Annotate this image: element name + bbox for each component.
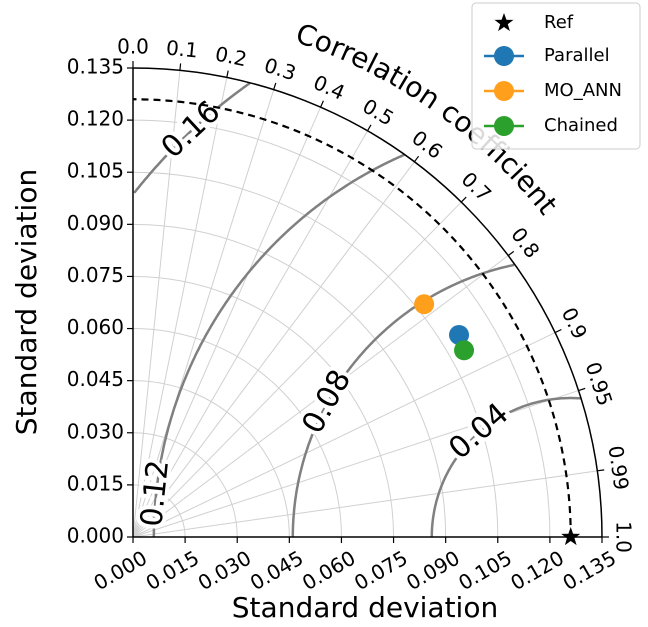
legend-marker (494, 46, 514, 66)
corr-tick-label: 0.95 (581, 359, 618, 409)
point (414, 294, 435, 315)
outer-arc (132, 67, 603, 538)
x-tick-label: 0.000 (90, 546, 152, 595)
y-tick-label: 0.105 (67, 159, 124, 183)
x-tick-label: 0.120 (506, 546, 568, 595)
x-axis-label: Standard deviation (232, 591, 498, 624)
grid-line (132, 106, 322, 538)
corr-tick (578, 387, 586, 392)
corr-tick (320, 100, 324, 108)
corr-tick-label: 0.5 (358, 94, 398, 131)
corr-tick (554, 328, 562, 334)
corr-tick (179, 63, 182, 71)
ref-point (561, 527, 581, 546)
y-tick-label: 0.090 (67, 211, 124, 235)
rms-contour (152, 153, 405, 537)
y-tick-label: 0.015 (67, 471, 124, 495)
corr-tick-label: 0.99 (604, 444, 634, 491)
corr-tick (366, 124, 372, 132)
y-tick-label: 0.120 (67, 107, 124, 131)
y-axis-label: Standard deviation (10, 169, 43, 435)
x-tick-label: 0.060 (298, 546, 360, 595)
rms-label: 0.16 (155, 94, 228, 165)
grid-line (132, 255, 509, 538)
grid-arc (132, 380, 290, 538)
x-tick-label: 0.135 (559, 546, 621, 595)
corr-tick (413, 155, 420, 163)
grid-arc (132, 275, 395, 538)
corr-tick (597, 469, 605, 472)
legend-box (471, 2, 641, 150)
y-tick-label: 0.045 (67, 367, 124, 391)
x-tick-label: 0.090 (402, 546, 464, 595)
grid-line (132, 470, 598, 538)
rms-contour (133, 82, 251, 194)
x-tick-label: 0.105 (454, 546, 516, 595)
corr-tick-label: 0.0 (117, 35, 149, 59)
grid-line (132, 201, 462, 538)
rms-label: 0.12 (134, 458, 176, 528)
x-tick-label: 0.015 (142, 546, 204, 595)
corr-tick-label: 0.6 (407, 125, 447, 163)
y-tick-label: 0.030 (67, 419, 124, 443)
corr-tick-label: 0.4 (310, 70, 349, 105)
grid-line (132, 332, 556, 538)
y-tick-label: 0.135 (67, 55, 124, 79)
corr-tick-label: 0.9 (557, 304, 592, 343)
point (449, 324, 470, 345)
y-tick-label: 0.075 (67, 263, 124, 287)
grid-arc (132, 432, 238, 538)
corr-tick-label: 0.8 (506, 223, 544, 263)
corr-tick (273, 82, 277, 90)
legend-marker (494, 81, 514, 101)
legend-label: MO_ANN (544, 80, 622, 101)
legend-label: Parallel (544, 45, 610, 66)
point (454, 340, 475, 361)
grid-line (132, 89, 275, 538)
rms-contour (430, 396, 581, 537)
y-tick-label: 0.060 (67, 315, 124, 339)
legend-marker (494, 13, 514, 32)
x-tick-label: 0.030 (194, 546, 256, 595)
grid-line (132, 161, 415, 538)
corr-tick-label: 0.2 (213, 41, 249, 71)
y-tick-label: 0.000 (67, 524, 124, 548)
legend-label: Ref (544, 12, 574, 33)
rms-label: 0.04 (442, 396, 515, 466)
legend-marker (494, 116, 514, 136)
corr-tick-label: 1.0 (612, 521, 636, 553)
corr-tick (460, 196, 467, 203)
legend-label: Chained (544, 115, 618, 136)
grid-arc (132, 223, 447, 538)
corr-tick (226, 70, 229, 78)
rms-contour (291, 263, 515, 537)
corr-tick (507, 250, 515, 257)
grid-arc (132, 119, 551, 538)
grid-line (132, 77, 228, 538)
x-tick-label: 0.075 (350, 546, 412, 595)
corr-tick-label: 0.3 (261, 53, 299, 85)
x-tick-label: 0.045 (246, 546, 308, 595)
grid-arc (132, 484, 186, 538)
corr-tick-label: 0.1 (165, 35, 199, 62)
grid-arc (132, 171, 499, 538)
grid-arc (132, 328, 342, 538)
